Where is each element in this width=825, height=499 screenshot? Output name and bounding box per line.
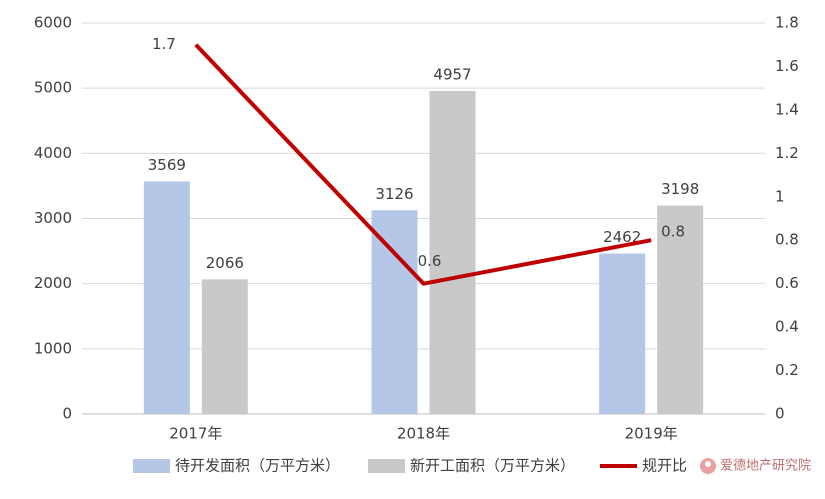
data-label: 0.8 xyxy=(661,223,685,241)
data-label: 4957 xyxy=(433,65,471,83)
bar xyxy=(143,181,190,414)
y2-tick-label: 1.4 xyxy=(775,100,799,118)
y2-tick-label: 0.6 xyxy=(775,274,799,292)
y-tick-label: 2000 xyxy=(34,274,72,292)
bar xyxy=(371,210,418,414)
data-label: 2066 xyxy=(206,254,244,272)
y2-tick-label: 1.8 xyxy=(775,14,799,32)
data-label: 0.6 xyxy=(418,252,442,270)
y-tick-label: 1000 xyxy=(34,339,72,357)
data-label: 1.7 xyxy=(152,35,176,53)
watermark: 爱德地产研究院 xyxy=(720,459,811,474)
bar xyxy=(429,90,476,414)
legend-swatch xyxy=(133,459,170,473)
legend-label: 待开发面积（万平方米） xyxy=(175,457,340,475)
watermark-icon xyxy=(705,461,711,467)
y-tick-label: 5000 xyxy=(34,79,72,97)
y2-tick-label: 1.6 xyxy=(775,57,799,75)
y2-tick-label: 0 xyxy=(775,405,785,423)
legend-label: 规开比 xyxy=(642,457,687,475)
legend-swatch xyxy=(368,459,405,473)
y2-tick-label: 0.8 xyxy=(775,231,799,249)
y2-tick-label: 1 xyxy=(775,187,785,205)
y-tick-label: 0 xyxy=(62,405,72,423)
y-tick-label: 3000 xyxy=(34,209,72,227)
data-label: 2462 xyxy=(603,228,641,246)
data-label: 3126 xyxy=(375,185,413,203)
y2-tick-label: 1.2 xyxy=(775,144,799,162)
legend-label: 新开工面积（万平方米） xyxy=(410,457,575,475)
y2-tick-label: 0.4 xyxy=(775,318,799,336)
y-tick-label: 6000 xyxy=(34,14,72,32)
line xyxy=(194,43,652,286)
y2-tick-label: 0.2 xyxy=(775,361,799,379)
bar xyxy=(599,253,646,414)
x-tick-label: 2018年 xyxy=(397,425,450,443)
x-tick-label: 2017年 xyxy=(169,425,222,443)
bar xyxy=(657,205,704,414)
y-tick-label: 4000 xyxy=(34,144,72,162)
data-label: 3198 xyxy=(661,180,699,198)
bar xyxy=(201,279,248,414)
data-label: 3569 xyxy=(148,156,186,174)
x-tick-label: 2019年 xyxy=(625,425,678,443)
